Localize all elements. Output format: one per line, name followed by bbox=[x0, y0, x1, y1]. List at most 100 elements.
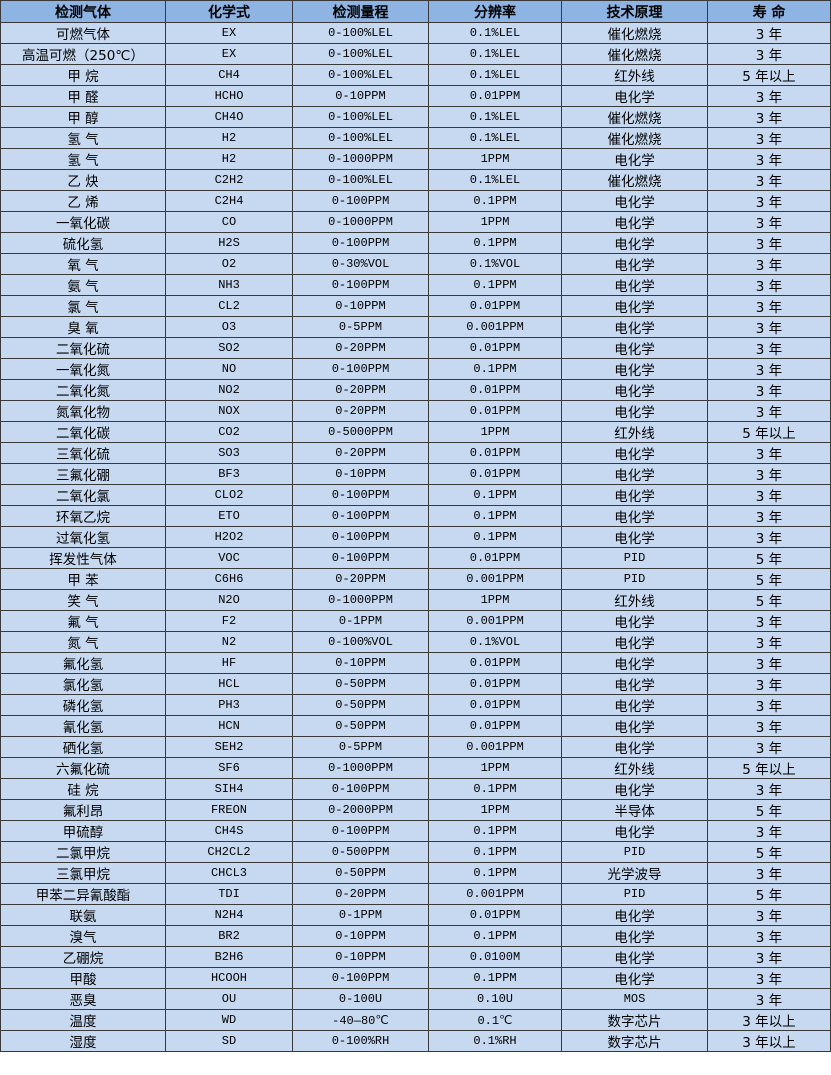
table-row: 二氧化氯 CLO2 0-100PPM 0.1PPM 电化学 3 年 bbox=[0, 484, 831, 506]
cell-range: 0-1000PPM bbox=[292, 148, 429, 170]
cell-resolution: 0.01PPM bbox=[428, 295, 562, 317]
cell-gas: 乙硼烷 bbox=[0, 946, 166, 968]
cell-gas: 二氧化氯 bbox=[0, 484, 166, 506]
cell-gas: 六氟化硫 bbox=[0, 757, 166, 779]
table-row: 笑 气 N2O 0-1000PPM 1PPM 红外线 5 年 bbox=[0, 589, 831, 611]
cell-lifetime: 5 年 bbox=[707, 883, 831, 905]
cell-gas: 挥发性气体 bbox=[0, 547, 166, 569]
cell-formula: BF3 bbox=[165, 463, 293, 485]
cell-resolution: 0.01PPM bbox=[428, 85, 562, 107]
cell-range: 0-1PPM bbox=[292, 904, 429, 926]
table-row: 乙硼烷 B2H6 0-10PPM 0.0100M 电化学 3 年 bbox=[0, 946, 831, 968]
cell-lifetime: 3 年 bbox=[707, 652, 831, 674]
cell-gas: 恶臭 bbox=[0, 988, 166, 1010]
cell-lifetime: 3 年 bbox=[707, 253, 831, 275]
table-row: 三氯甲烷 CHCL3 0-50PPM 0.1PPM 光学波导 3 年 bbox=[0, 862, 831, 884]
cell-resolution: 0.1PPM bbox=[428, 190, 562, 212]
cell-lifetime: 3 年 bbox=[707, 295, 831, 317]
cell-formula: VOC bbox=[165, 547, 293, 569]
table-row: 温度 WD -40—80℃ 0.1℃ 数字芯片 3 年以上 bbox=[0, 1009, 831, 1031]
table-row: 硅 烷 SIH4 0-100PPM 0.1PPM 电化学 3 年 bbox=[0, 778, 831, 800]
cell-resolution: 0.1PPM bbox=[428, 925, 562, 947]
cell-resolution: 0.01PPM bbox=[428, 379, 562, 401]
cell-range: 0-100%LEL bbox=[292, 22, 429, 44]
cell-resolution: 0.1PPM bbox=[428, 232, 562, 254]
cell-range: 0-1PPM bbox=[292, 610, 429, 632]
cell-range: 0-20PPM bbox=[292, 883, 429, 905]
cell-lifetime: 3 年 bbox=[707, 736, 831, 758]
cell-range: 0-50PPM bbox=[292, 694, 429, 716]
cell-principle: 电化学 bbox=[561, 337, 708, 359]
cell-resolution: 0.01PPM bbox=[428, 715, 562, 737]
cell-resolution: 1PPM bbox=[428, 421, 562, 443]
cell-gas: 硅 烷 bbox=[0, 778, 166, 800]
cell-principle: 催化燃烧 bbox=[561, 127, 708, 149]
cell-lifetime: 3 年 bbox=[707, 43, 831, 65]
cell-principle: PID bbox=[561, 568, 708, 590]
cell-range: 0-100%RH bbox=[292, 1030, 429, 1052]
cell-formula: CO bbox=[165, 211, 293, 233]
table-row: 一氧化碳 CO 0-1000PPM 1PPM 电化学 3 年 bbox=[0, 211, 831, 233]
cell-lifetime: 3 年 bbox=[707, 946, 831, 968]
cell-lifetime: 3 年 bbox=[707, 211, 831, 233]
table-row: 二氧化碳 CO2 0-5000PPM 1PPM 红外线 5 年以上 bbox=[0, 421, 831, 443]
cell-formula: HCL bbox=[165, 673, 293, 695]
header-resolution: 分辨率 bbox=[428, 0, 562, 23]
cell-resolution: 0.01PPM bbox=[428, 400, 562, 422]
cell-resolution: 1PPM bbox=[428, 589, 562, 611]
table-row: 甲 烷 CH4 0-100%LEL 0.1%LEL 红外线 5 年以上 bbox=[0, 64, 831, 86]
cell-formula: F2 bbox=[165, 610, 293, 632]
table-row: 氨 气 NH3 0-100PPM 0.1PPM 电化学 3 年 bbox=[0, 274, 831, 296]
cell-formula: CO2 bbox=[165, 421, 293, 443]
cell-principle: 红外线 bbox=[561, 64, 708, 86]
cell-formula: CL2 bbox=[165, 295, 293, 317]
cell-principle: PID bbox=[561, 547, 708, 569]
cell-range: 0-20PPM bbox=[292, 442, 429, 464]
cell-principle: 电化学 bbox=[561, 652, 708, 674]
cell-formula: FREON bbox=[165, 799, 293, 821]
cell-resolution: 0.001PPM bbox=[428, 610, 562, 632]
cell-lifetime: 5 年 bbox=[707, 799, 831, 821]
cell-formula: C6H6 bbox=[165, 568, 293, 590]
cell-gas: 氯 气 bbox=[0, 295, 166, 317]
cell-gas: 氟 气 bbox=[0, 610, 166, 632]
table-row: 硫化氢 H2S 0-100PPM 0.1PPM 电化学 3 年 bbox=[0, 232, 831, 254]
cell-range: 0-10PPM bbox=[292, 463, 429, 485]
cell-lifetime: 3 年 bbox=[707, 715, 831, 737]
cell-principle: MOS bbox=[561, 988, 708, 1010]
cell-lifetime: 5 年 bbox=[707, 547, 831, 569]
cell-formula: CLO2 bbox=[165, 484, 293, 506]
cell-principle: 电化学 bbox=[561, 232, 708, 254]
cell-lifetime: 3 年 bbox=[707, 463, 831, 485]
cell-lifetime: 3 年以上 bbox=[707, 1009, 831, 1031]
cell-resolution: 0.1PPM bbox=[428, 358, 562, 380]
cell-formula: N2O bbox=[165, 589, 293, 611]
cell-principle: 电化学 bbox=[561, 610, 708, 632]
cell-gas: 三氧化硫 bbox=[0, 442, 166, 464]
cell-formula: WD bbox=[165, 1009, 293, 1031]
cell-gas: 环氧乙烷 bbox=[0, 505, 166, 527]
cell-gas: 氮 气 bbox=[0, 631, 166, 653]
cell-range: 0-100PPM bbox=[292, 274, 429, 296]
cell-range: 0-20PPM bbox=[292, 379, 429, 401]
table-row: 挥发性气体 VOC 0-100PPM 0.01PPM PID 5 年 bbox=[0, 547, 831, 569]
cell-resolution: 0.1PPM bbox=[428, 778, 562, 800]
cell-lifetime: 3 年 bbox=[707, 505, 831, 527]
cell-range: 0-100PPM bbox=[292, 505, 429, 527]
cell-formula: CHCL3 bbox=[165, 862, 293, 884]
cell-principle: 光学波导 bbox=[561, 862, 708, 884]
table-row: 甲酸 HCOOH 0-100PPM 0.1PPM 电化学 3 年 bbox=[0, 967, 831, 989]
header-row: 检测气体 化学式 检测量程 分辨率 技术原理 寿 命 bbox=[0, 0, 831, 23]
cell-resolution: 0.01PPM bbox=[428, 673, 562, 695]
table-row: 环氧乙烷 ETO 0-100PPM 0.1PPM 电化学 3 年 bbox=[0, 505, 831, 527]
cell-lifetime: 3 年 bbox=[707, 337, 831, 359]
cell-formula: NH3 bbox=[165, 274, 293, 296]
table-row: 乙 炔 C2H2 0-100%LEL 0.1%LEL 催化燃烧 3 年 bbox=[0, 169, 831, 191]
cell-principle: 电化学 bbox=[561, 715, 708, 737]
cell-resolution: 0.001PPM bbox=[428, 316, 562, 338]
cell-resolution: 0.1PPM bbox=[428, 484, 562, 506]
cell-formula: HF bbox=[165, 652, 293, 674]
cell-range: 0-100%LEL bbox=[292, 106, 429, 128]
cell-resolution: 0.0100M bbox=[428, 946, 562, 968]
cell-resolution: 0.1%LEL bbox=[428, 43, 562, 65]
